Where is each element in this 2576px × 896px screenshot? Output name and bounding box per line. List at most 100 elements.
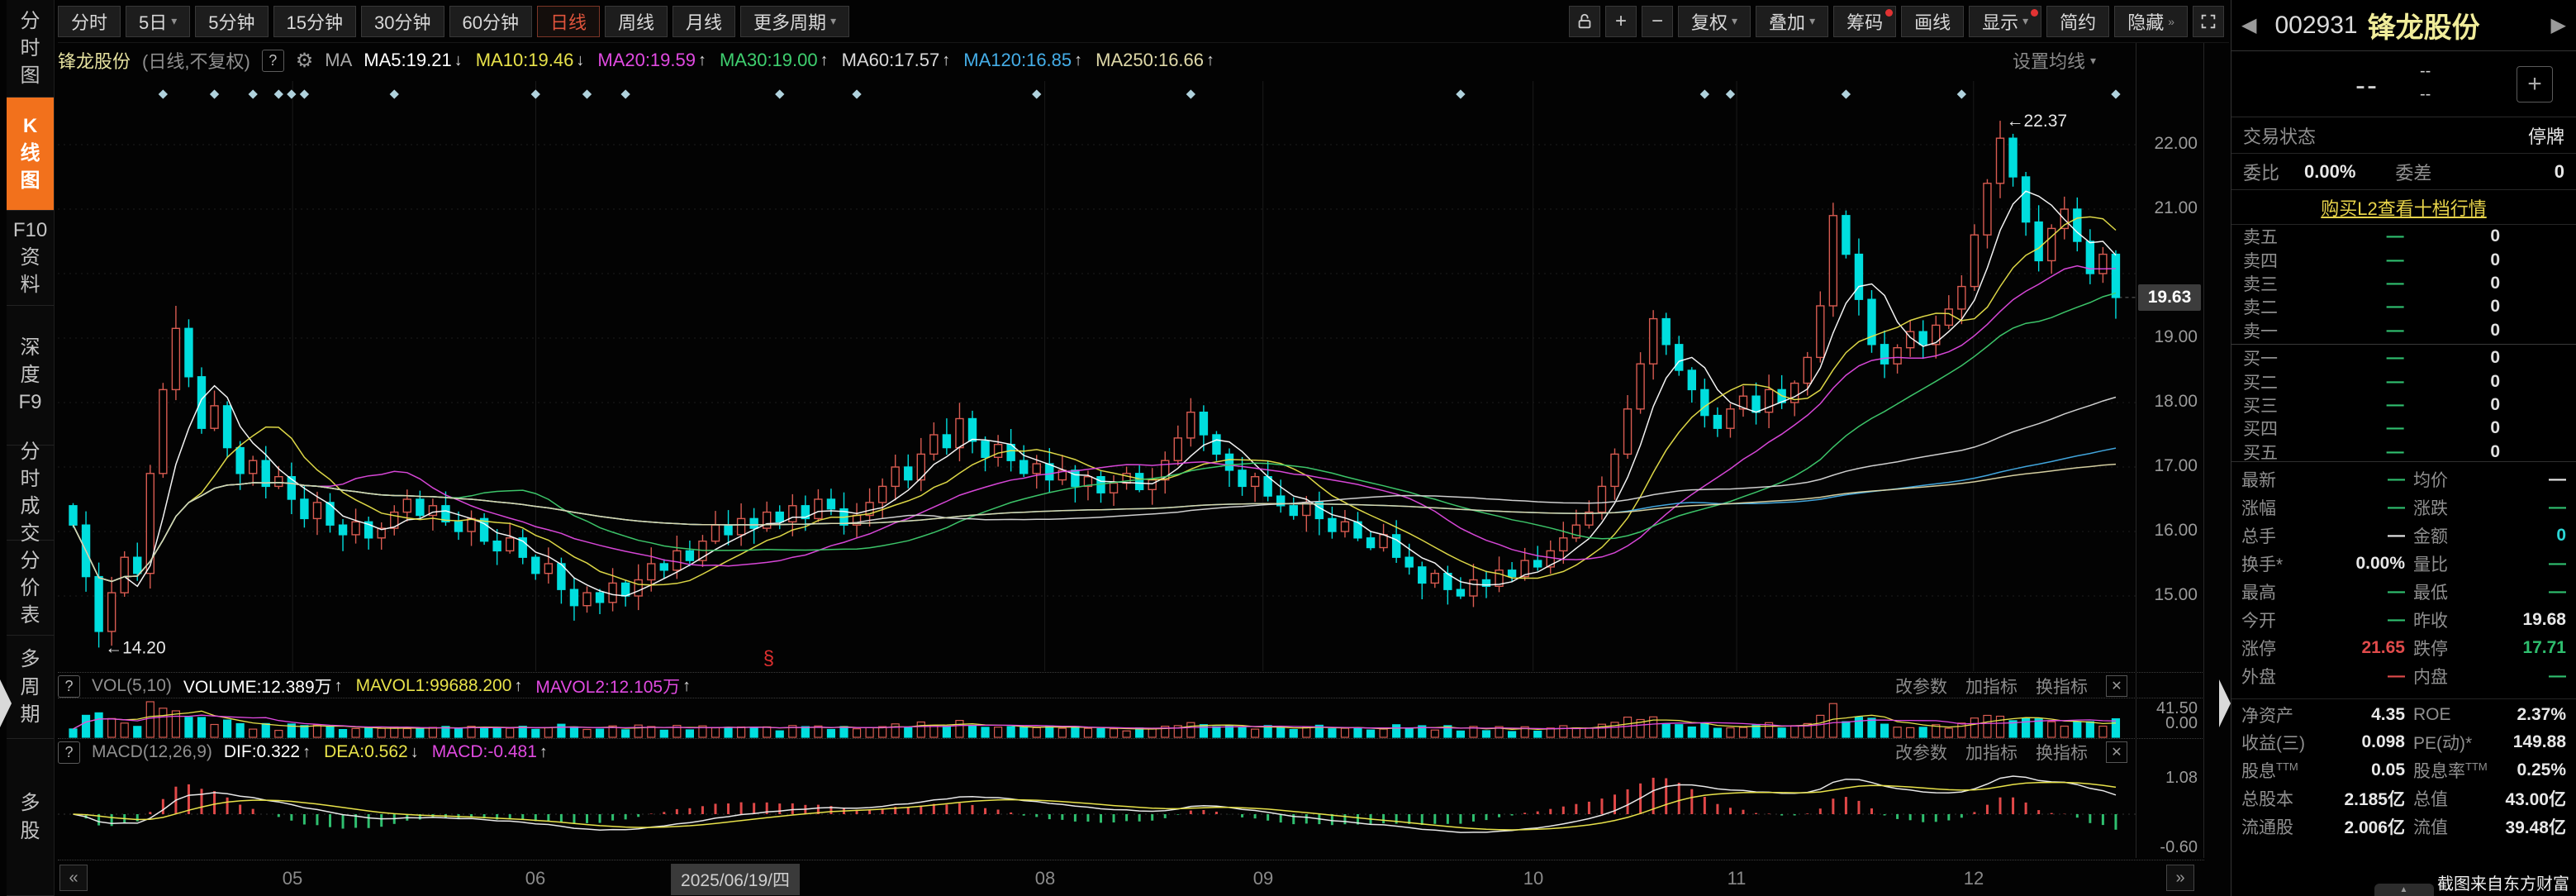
price-tick: 15.00: [2154, 585, 2198, 604]
volume-pane-action-1[interactable]: 加指标: [1965, 678, 2018, 697]
sidebar-tab-label: K 线 图: [20, 115, 40, 193]
notification-dot: [2031, 8, 2039, 17]
hide-button[interactable]: 隐藏»: [2114, 5, 2188, 37]
chips-button[interactable]: 筹码: [1833, 5, 1897, 37]
event-marker-icon: [287, 89, 297, 99]
stat-row: 股息TTM 0.05 股息率TTM 0.25%: [2241, 760, 2566, 781]
sidebar-tab-fenjiabiao[interactable]: 分 价 表: [7, 541, 54, 636]
price-tick: 21.00: [2154, 198, 2198, 217]
help-icon[interactable]: ?: [261, 49, 284, 72]
display-button[interactable]: 显示 ▾: [1969, 5, 2042, 37]
stock-code: 002931: [2274, 11, 2358, 39]
indicator-value: MA5:19.21 ↓: [364, 50, 463, 70]
event-marker-icon: [852, 89, 862, 99]
arrow-up-icon: ↑: [697, 50, 706, 69]
indicator-value: DEA:0.562 ↓: [324, 742, 419, 761]
period-tab-15min[interactable]: 15分钟: [273, 5, 357, 37]
trade-status-label: 交易状态: [2243, 126, 2317, 147]
fullscreen-icon[interactable]: [2193, 5, 2224, 37]
period-tab-daily[interactable]: 日线: [537, 5, 601, 37]
stat-row: 总手 — 金额 0: [2241, 526, 2566, 546]
simple-button[interactable]: 简约: [2046, 5, 2110, 37]
period-tab-more-periods[interactable]: 更多周期 ▾: [740, 5, 850, 37]
low-annotation: ←14.20: [105, 638, 166, 657]
arrow-up-icon: ↑: [1074, 50, 1083, 69]
weibi-row: 委比 0.00% 委差 0: [2231, 154, 2576, 190]
period-tab-5min[interactable]: 5分钟: [195, 5, 269, 37]
chevron-down-icon: ▾: [1732, 14, 1738, 27]
event-marker-icon: [775, 89, 785, 99]
ask-row-5: 卖五 —0: [2243, 226, 2500, 248]
sidebar-tab-label: 多 周 期: [20, 648, 40, 726]
indicator-value: MA60:17.57 ↑: [841, 50, 951, 70]
macd-pane-action-2[interactable]: 换指标: [2036, 744, 2088, 763]
fuquan-button[interactable]: 复权 ▾: [1678, 5, 1751, 37]
volume-pane-header: ? VOL(5,10) VOLUME:12.389万 ↑ MAVOL1:99688.…: [58, 674, 2136, 698]
volume-pane-action-2[interactable]: 换指标: [2036, 678, 2088, 697]
gear-icon[interactable]: ⚙: [295, 49, 314, 72]
volume-pane-close-button[interactable]: ✕: [2106, 675, 2127, 697]
buy-l2-link[interactable]: 购买L2查看十档行情: [2321, 198, 2487, 219]
help-icon[interactable]: ?: [58, 741, 80, 764]
lock-icon[interactable]: [1569, 5, 1600, 37]
ask-row-3: 卖三 —0: [2243, 273, 2500, 294]
scroll-left-button[interactable]: «: [59, 865, 88, 891]
next-stock-button[interactable]: ▶: [2550, 14, 2566, 36]
sidebar-tab-f10-ziliao[interactable]: F10 资 料: [7, 211, 54, 306]
overlay-button[interactable]: 叠加 ▾: [1756, 5, 1829, 37]
double-arrow-icon: »: [2168, 14, 2174, 28]
volume-canvas[interactable]: [58, 698, 2136, 738]
kline-canvas[interactable]: § ←22.37 ←14.20: [58, 43, 2136, 671]
date-tick: 09: [1252, 868, 1274, 889]
period-tab-weekly[interactable]: 周线: [605, 5, 668, 37]
sidebar-tab-label: 分 价 表: [20, 549, 40, 627]
help-icon[interactable]: ?: [58, 674, 80, 698]
macd-pane-action-0[interactable]: 改参数: [1895, 744, 1947, 763]
macd-pane-close-button[interactable]: ✕: [2106, 741, 2127, 763]
date-tick: 08: [1034, 868, 1056, 889]
sidebar-tab-fenshi-chengjiao[interactable]: 分 时 成 交: [7, 441, 54, 545]
period-tab-30min[interactable]: 30分钟: [361, 5, 444, 37]
selected-date-box[interactable]: 2025/06/19/四: [671, 864, 800, 895]
scroll-right-button[interactable]: »: [2166, 865, 2194, 891]
panel-collapse-tab[interactable]: ▲: [2374, 884, 2434, 896]
period-tab-5d[interactable]: 5日 ▾: [126, 5, 191, 37]
sidebar-expand-handle[interactable]: [0, 679, 12, 727]
chevron-down-icon: ▾: [2022, 14, 2029, 27]
sidebar-tab-label: 深 度 F9: [18, 336, 42, 414]
sidebar-tab-shendu-f9[interactable]: 深 度 F9: [7, 306, 54, 446]
sidebar-tab-fenshitu[interactable]: 分 时 图: [7, 0, 54, 98]
price-axis: 19.63 41.50 0.00 1.08 -0.60 22.00 21.00 19…: [2136, 43, 2204, 858]
change-placeholders: -- --: [2420, 62, 2431, 103]
macd-canvas[interactable]: [58, 765, 2136, 858]
price-tick: 18.00: [2154, 392, 2198, 411]
pane-divider: [58, 738, 2204, 739]
ma-settings-button[interactable]: 设置均线 ▾: [2012, 51, 2096, 72]
sidebar-tab-duogu[interactable]: 多 股: [7, 739, 54, 896]
event-marker-icon: [158, 89, 169, 99]
zoom-in-button[interactable]: +: [1605, 5, 1637, 37]
stat-row: 净资产 4.35 ROE 2.37%: [2231, 698, 2576, 728]
sidebar-tab-kxiantu[interactable]: K 线 图: [7, 97, 54, 211]
volume-pane-action-0[interactable]: 改参数: [1895, 678, 1947, 697]
sidebar-tab-duozhouqi[interactable]: 多 周 期: [7, 636, 54, 740]
kline-legend: 锋龙股份 (日线,不复权) ? ⚙ MA MA5:19.21 ↓ MA10:19.4…: [58, 43, 2136, 78]
prev-stock-button[interactable]: ◀: [2241, 14, 2257, 36]
period-tab-monthly[interactable]: 月线: [673, 5, 736, 37]
macd-axis-top: 1.08: [2165, 769, 2198, 787]
panel-expand-handle[interactable]: [2219, 679, 2231, 727]
event-marker-icon: [1956, 89, 1967, 99]
macd-pane-action-1[interactable]: 加指标: [1965, 744, 2018, 763]
period-tab-60min[interactable]: 60分钟: [449, 5, 532, 37]
add-to-watchlist-button[interactable]: +: [2517, 66, 2553, 102]
period-tab-fenshi[interactable]: 分时: [58, 5, 121, 37]
event-marker-icon: [1699, 89, 1710, 99]
event-marker-icon: [530, 89, 540, 99]
draw-line-button[interactable]: 画线: [1901, 5, 1965, 37]
announcement-marker-icon: §: [763, 647, 774, 670]
event-marker-icon: [1186, 89, 1196, 99]
legend-period-label: (日线,不复权): [142, 51, 250, 72]
arrow-up-icon: ↑: [334, 676, 343, 695]
zoom-out-button[interactable]: −: [1642, 5, 1673, 37]
